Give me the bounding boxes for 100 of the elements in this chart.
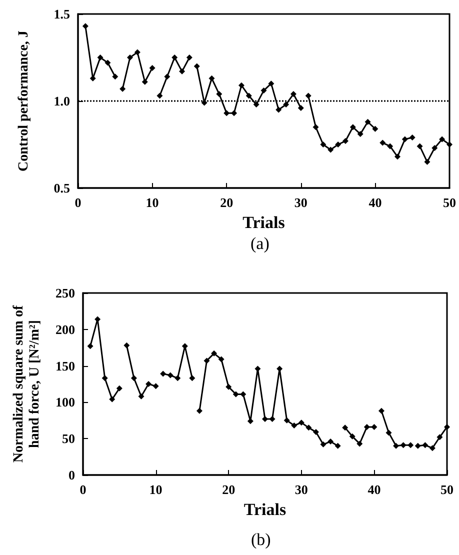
point	[116, 385, 122, 392]
point	[409, 134, 416, 141]
point	[179, 68, 186, 74]
point	[260, 88, 267, 94]
point	[349, 433, 356, 440]
x-tick-label: 10	[149, 482, 162, 497]
point	[246, 92, 252, 99]
point	[194, 63, 200, 70]
point	[146, 381, 152, 387]
point	[424, 158, 430, 165]
point	[350, 124, 356, 130]
point	[422, 442, 428, 448]
x-tick-label: 50	[440, 482, 454, 497]
y-tick-label: 0	[68, 468, 75, 482]
point	[342, 138, 348, 144]
point	[120, 86, 126, 92]
point	[232, 391, 239, 398]
point	[138, 393, 144, 400]
point	[109, 396, 116, 402]
point	[112, 74, 118, 80]
point	[196, 408, 202, 414]
point	[328, 146, 334, 153]
point	[204, 358, 210, 364]
point	[189, 375, 196, 382]
point	[364, 118, 371, 125]
point	[298, 420, 304, 426]
point	[164, 74, 170, 80]
point	[372, 126, 378, 132]
point	[298, 104, 304, 111]
point	[134, 49, 140, 56]
x-tick-label: 30	[294, 195, 308, 210]
y-axis-title: Control performance, J	[16, 30, 32, 172]
point	[334, 442, 341, 449]
point	[386, 430, 392, 436]
point	[167, 372, 174, 378]
point	[87, 343, 94, 350]
x-tick-label: 20	[222, 482, 236, 497]
point	[269, 416, 276, 422]
text: (b)	[251, 530, 271, 549]
point	[402, 136, 408, 142]
point	[393, 442, 400, 449]
point	[127, 54, 134, 60]
point	[305, 92, 312, 99]
point	[97, 54, 104, 60]
x-axis-title: Trials	[242, 212, 286, 232]
point	[436, 434, 443, 440]
x-tick-label: 50	[443, 195, 456, 210]
y-tick-label: 0.5	[54, 180, 70, 196]
point	[130, 375, 137, 382]
point	[400, 442, 406, 448]
point	[231, 110, 238, 116]
point	[104, 60, 111, 66]
point	[283, 101, 290, 108]
y-tick-label: 50	[62, 431, 75, 446]
point	[357, 131, 364, 138]
point	[186, 54, 192, 60]
point	[371, 424, 378, 430]
point	[152, 383, 159, 390]
point	[224, 110, 230, 116]
point	[306, 424, 312, 431]
point	[226, 384, 232, 390]
x-tick-label: 40	[368, 482, 381, 497]
point	[387, 143, 394, 150]
x-tick-label: 10	[146, 195, 159, 210]
point	[414, 442, 421, 449]
point	[149, 64, 156, 71]
y-tick-label: 150	[56, 358, 75, 374]
point	[211, 350, 218, 356]
point	[320, 142, 326, 148]
point	[408, 442, 414, 448]
point	[284, 417, 290, 424]
point	[312, 429, 319, 436]
point	[446, 142, 452, 148]
point	[432, 144, 438, 151]
point	[156, 92, 163, 99]
point	[429, 445, 436, 452]
point	[216, 91, 222, 98]
point	[290, 91, 296, 98]
point	[172, 54, 178, 60]
point	[238, 82, 244, 88]
y-tick-label: 250	[56, 286, 75, 300]
point	[82, 23, 88, 30]
point	[416, 143, 423, 150]
x-tick-label: 0	[80, 482, 86, 497]
point	[291, 422, 298, 428]
y-tick-label: 1.5	[54, 6, 70, 22]
point	[276, 106, 282, 113]
point	[394, 154, 400, 160]
y-tick-label: 100	[56, 394, 75, 410]
point	[174, 375, 181, 382]
point	[342, 424, 348, 431]
point	[335, 142, 342, 148]
y-tick-label: 1.0	[54, 94, 70, 108]
point	[142, 78, 148, 85]
point	[380, 140, 386, 146]
point	[102, 375, 108, 382]
point	[320, 441, 326, 448]
y-axis-title: Normalized square sum of hand force, U [N²/m²]	[12, 305, 42, 463]
point	[364, 424, 370, 430]
x-axis-title: Trials	[244, 500, 286, 519]
